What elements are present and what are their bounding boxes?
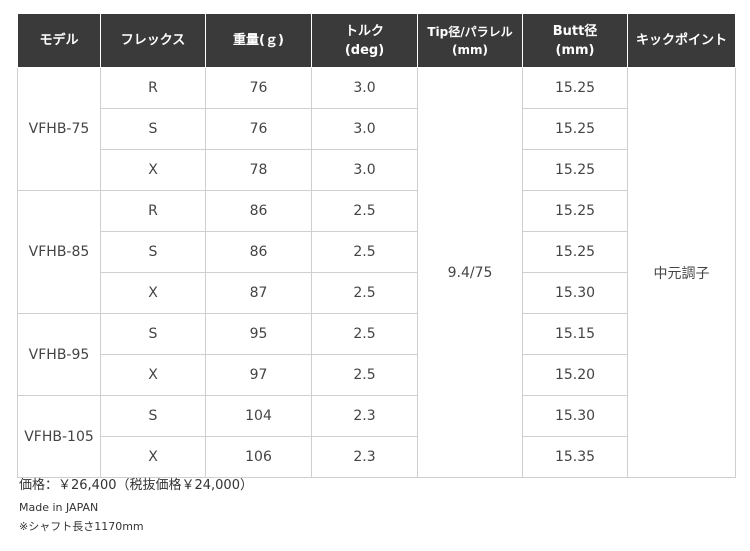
flex-cell: X <box>100 272 206 314</box>
torque-cell: 3.0 <box>311 149 418 191</box>
table-row: X 87 2.5 15.30 <box>18 272 736 314</box>
flex-cell: R <box>100 190 206 232</box>
header-row: モデル フレックス 重量(ｇ) トルク (deg) Tip径/パラレル (mm)… <box>17 13 736 68</box>
butt-cell: 15.20 <box>522 354 628 396</box>
weight-cell: 104 <box>205 395 312 437</box>
table-row: X 97 2.5 15.20 <box>18 354 736 396</box>
model-cell: VFHB-95 <box>17 313 101 396</box>
weight-cell: 87 <box>205 272 312 314</box>
weight-cell: 86 <box>205 190 312 232</box>
table-row: X 78 3.0 15.25 <box>18 149 736 191</box>
header-tip: Tip径/パラレル (mm) <box>417 13 523 68</box>
table-row: VFHB-85 R 86 2.5 15.25 <box>17 190 736 314</box>
weight-cell: 86 <box>205 231 312 273</box>
flex-cell: S <box>100 395 206 437</box>
table-row: VFHB-75 R 76 3.0 9.4/75 15.25 中元調子 <box>17 67 736 478</box>
table-row: VFHB-95 S 95 2.5 15.15 <box>17 313 736 396</box>
butt-cell: 15.30 <box>522 272 628 314</box>
weight-cell: 95 <box>205 313 312 355</box>
header-kick: キックポイント <box>627 13 736 68</box>
flex-cell: R <box>100 67 206 109</box>
flex-cell: X <box>100 436 206 478</box>
model-cell: VFHB-75 <box>17 67 101 191</box>
shaft-length-note: ※シャフト長さ1170mm <box>19 520 144 533</box>
model-cell: VFHB-85 <box>17 190 101 314</box>
notes: 価格：￥26,400（税抜価格￥24,000） Made in JAPAN ※シ… <box>19 478 253 538</box>
torque-cell: 2.3 <box>311 436 418 478</box>
butt-cell: 15.30 <box>522 395 628 437</box>
torque-cell: 2.5 <box>311 354 418 396</box>
flex-cell: X <box>100 149 206 191</box>
butt-cell: 15.15 <box>522 313 628 355</box>
butt-cell: 15.25 <box>522 231 628 273</box>
header-butt-line1: Butt径 <box>552 23 598 39</box>
header-torque-line1: トルク <box>344 23 384 39</box>
tip-parallel-cell: 9.4/75 <box>417 67 523 478</box>
table-row: S 86 2.5 15.25 <box>18 231 736 273</box>
header-torque: トルク (deg) <box>311 13 418 68</box>
spec-table: モデル フレックス 重量(ｇ) トルク (deg) Tip径/パラレル (mm)… <box>17 13 736 478</box>
flex-cell: X <box>100 354 206 396</box>
model-cell: VFHB-105 <box>17 395 101 478</box>
weight-cell: 76 <box>205 108 312 150</box>
butt-cell: 15.25 <box>522 149 628 191</box>
torque-cell: 2.5 <box>311 313 418 355</box>
header-tip-line2: (mm) <box>452 42 488 57</box>
price-note: 価格：￥26,400（税抜価格￥24,000） <box>19 478 253 493</box>
header-butt-line2: (mm) <box>555 42 595 58</box>
header-flex: フレックス <box>100 13 206 68</box>
weight-cell: 97 <box>205 354 312 396</box>
header-tip-line1: Tip径/パラレル <box>427 24 513 39</box>
origin-note: Made in JAPAN <box>19 501 99 514</box>
torque-cell: 2.3 <box>311 395 418 437</box>
torque-cell: 3.0 <box>311 108 418 150</box>
torque-cell: 2.5 <box>311 190 418 232</box>
butt-cell: 15.25 <box>522 190 628 232</box>
header-weight: 重量(ｇ) <box>205 13 312 68</box>
torque-cell: 2.5 <box>311 272 418 314</box>
weight-cell: 76 <box>205 67 312 109</box>
flex-cell: S <box>100 313 206 355</box>
butt-cell: 15.25 <box>522 67 628 109</box>
header-butt: Butt径 (mm) <box>522 13 628 68</box>
butt-cell: 15.35 <box>522 436 628 478</box>
table-row: X 106 2.3 15.35 <box>18 436 736 478</box>
kick-point-cell: 中元調子 <box>627 67 736 478</box>
weight-cell: 78 <box>205 149 312 191</box>
torque-cell: 3.0 <box>311 67 418 109</box>
flex-cell: S <box>100 231 206 273</box>
torque-cell: 2.5 <box>311 231 418 273</box>
butt-cell: 15.25 <box>522 108 628 150</box>
weight-cell: 106 <box>205 436 312 478</box>
header-model: モデル <box>17 13 101 68</box>
flex-cell: S <box>100 108 206 150</box>
header-torque-line2: (deg) <box>344 42 385 58</box>
